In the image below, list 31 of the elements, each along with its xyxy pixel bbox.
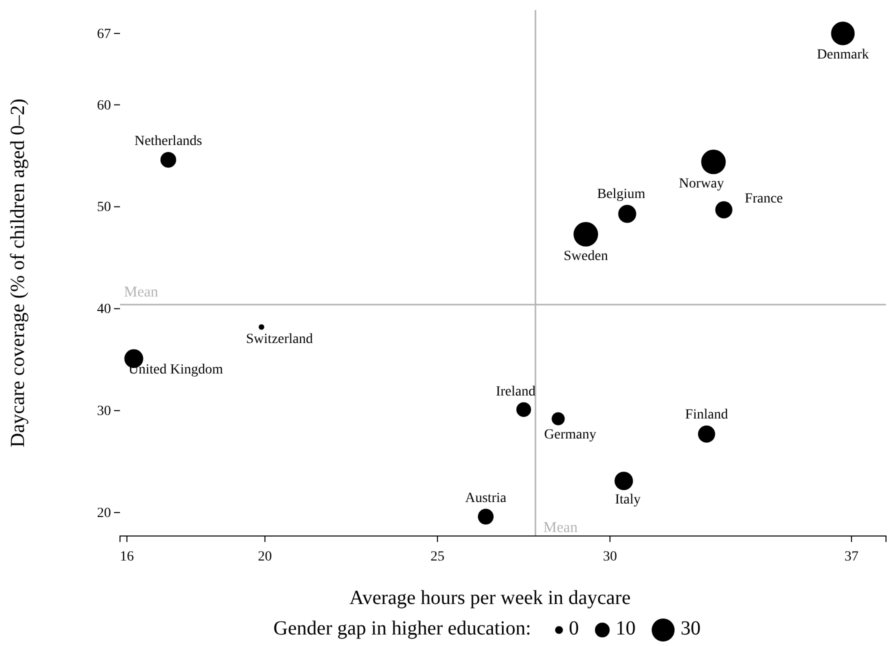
series-label: Germany xyxy=(544,428,596,443)
x-axis-title: Average hours per week in daycare xyxy=(349,587,631,609)
legend-label: 0 xyxy=(568,618,579,640)
series-label: France xyxy=(744,191,783,206)
x-tick-label: 25 xyxy=(430,549,444,564)
x-tick-label: 16 xyxy=(120,549,134,564)
x-tick-label: 30 xyxy=(602,549,617,564)
series-label: Italy xyxy=(614,492,641,508)
series-label: Austria xyxy=(465,490,508,506)
series-label: Finland xyxy=(685,408,728,423)
series-label: Sweden xyxy=(564,248,608,264)
y-axis-title: Daycare coverage (% of children aged 0–2) xyxy=(7,98,29,448)
series-label: Denmark xyxy=(816,47,869,62)
series-label: Ireland xyxy=(496,384,536,400)
y-tick-label: 67 xyxy=(97,26,111,42)
legend-label: 30 xyxy=(680,618,701,640)
ref-line-label: Mean xyxy=(543,520,578,536)
legend-title: Gender gap in higher education: xyxy=(273,618,532,640)
x-tick-label: 20 xyxy=(258,549,272,564)
y-tick-label: 60 xyxy=(97,98,111,114)
series-label: Norway xyxy=(678,176,724,192)
legend-label: 10 xyxy=(616,618,636,640)
y-tick-label: 20 xyxy=(97,506,111,522)
x-tick-label: 37 xyxy=(844,549,858,564)
ref-line-label: Mean xyxy=(124,284,159,301)
y-tick-label: 30 xyxy=(97,404,111,420)
y-tick-label: 40 xyxy=(97,302,111,318)
series-label: Netherlands xyxy=(134,134,202,150)
y-tick-label: 50 xyxy=(97,200,111,216)
series-label: Belgium xyxy=(597,187,646,202)
series-label: Switzerland xyxy=(246,332,313,348)
